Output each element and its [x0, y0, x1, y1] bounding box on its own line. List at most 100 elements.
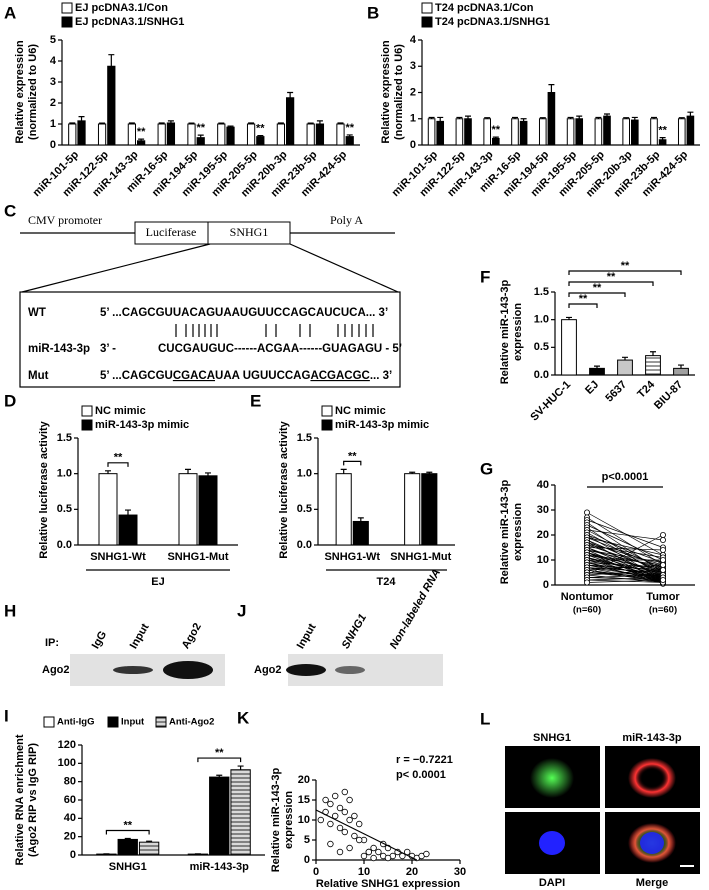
bar — [677, 118, 686, 146]
legend-label: Anti-IgG — [57, 717, 94, 728]
bar-hatch — [139, 842, 159, 855]
error-bar — [678, 364, 684, 369]
bar — [673, 367, 689, 376]
error-bar — [650, 351, 656, 356]
y-axis-label: expression — [283, 791, 295, 849]
bar — [427, 118, 436, 146]
panel-letter: B — [367, 3, 379, 22]
row-label: Mut — [28, 370, 49, 382]
point — [384, 854, 392, 862]
point — [356, 836, 363, 844]
y-tick-label: 2 — [50, 97, 56, 109]
error-bar — [357, 517, 364, 522]
y-tick-label: 5 — [50, 34, 56, 46]
bar — [561, 319, 577, 376]
significance-bracket — [568, 303, 598, 308]
error-bar — [257, 134, 264, 137]
point — [660, 547, 667, 554]
panel-letter: J — [237, 601, 246, 620]
legend-swatch — [81, 419, 93, 431]
x-tick-label: miR-143-3p — [190, 861, 250, 873]
bar — [464, 118, 472, 146]
error-bar — [409, 471, 416, 474]
y-tick-label: 1.0 — [297, 468, 312, 480]
error-bar — [99, 122, 106, 124]
error-bar — [216, 774, 223, 778]
significance-label: ** — [492, 124, 501, 136]
bar — [589, 367, 605, 376]
legend-swatch — [421, 16, 433, 28]
error-bar — [108, 54, 115, 67]
point — [365, 848, 372, 856]
error-bar — [687, 111, 694, 117]
y-tick-label: 1.5 — [57, 432, 72, 444]
point — [341, 788, 348, 796]
error-bar — [287, 91, 294, 98]
panel-h: H IP: IgG Input Ago2 Ago2 — [4, 601, 225, 686]
bar — [178, 473, 198, 546]
y-tick-label: 0.5 — [297, 503, 312, 515]
y-axis-label: Relative luciferase activity — [38, 420, 50, 558]
significance-bracket — [568, 270, 682, 275]
bar — [538, 118, 547, 146]
error-bar — [340, 468, 347, 474]
bar — [246, 123, 256, 146]
significance-label: ** — [348, 450, 357, 462]
y-tick-label: 2 — [410, 86, 416, 98]
row-label: Ago2 — [42, 664, 70, 676]
error-bar — [218, 122, 225, 124]
point — [660, 557, 667, 564]
point — [336, 848, 344, 856]
bar — [217, 123, 226, 146]
point — [584, 509, 591, 516]
pair-line — [586, 572, 664, 576]
pair-line — [586, 542, 664, 566]
significance-bracket — [343, 460, 362, 466]
zoom-line — [21, 243, 211, 293]
bar — [594, 118, 603, 146]
error-bar — [622, 356, 628, 361]
y-tick-label: 0.0 — [297, 539, 312, 551]
point — [332, 792, 339, 800]
y-tick-label: 1.5 — [297, 432, 312, 444]
band — [335, 666, 365, 674]
point — [370, 844, 377, 852]
point — [660, 577, 667, 584]
significance-label: ** — [607, 271, 616, 283]
y-axis-label: expression — [512, 303, 524, 361]
panel-c: C CMV promoter Luciferase SNHG1 Poly A W… — [4, 201, 402, 388]
pair-line — [586, 534, 664, 576]
image-label: miR-143-3p — [622, 732, 682, 744]
row-label: Ago2 — [254, 664, 282, 676]
pair-line — [586, 569, 664, 576]
pair-line — [586, 562, 664, 568]
error-bar — [465, 115, 472, 119]
x-axis-label: T24 — [377, 576, 397, 588]
error-bar — [307, 122, 314, 124]
bar — [117, 838, 138, 856]
panel-letter: A — [4, 3, 16, 22]
point — [351, 812, 358, 820]
lane-label: IgG — [90, 629, 110, 651]
x-tick-label: SNHG1 — [109, 861, 147, 873]
x-tick-label: SNHG1-Mut — [390, 551, 451, 563]
y-tick-label: 0.5 — [57, 503, 72, 515]
error-bar — [128, 122, 135, 124]
promoter-label: CMV promoter — [28, 213, 102, 227]
significance-label: ** — [114, 452, 123, 464]
y-tick-label: 100 — [58, 757, 76, 769]
point — [317, 816, 324, 824]
x-axis-label: EJ — [151, 576, 164, 588]
y-tick-label: 3 — [410, 60, 416, 72]
bar — [335, 473, 352, 546]
point — [660, 537, 667, 544]
y-tick-label: 1.0 — [57, 468, 72, 480]
legend-swatch — [321, 405, 333, 417]
point — [336, 824, 344, 832]
point — [584, 579, 591, 586]
pair-line — [586, 529, 664, 541]
y-axis-label: expression — [512, 503, 524, 561]
pair-line — [586, 547, 664, 551]
sequence-mutation: ACGACGC — [310, 370, 369, 382]
significance-label: ** — [579, 293, 588, 305]
